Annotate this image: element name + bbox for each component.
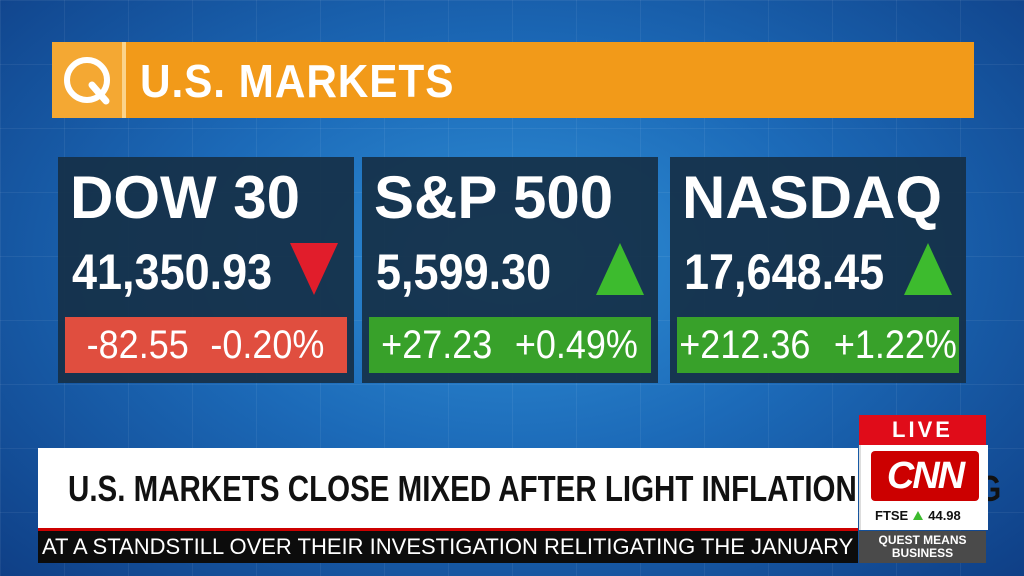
market-value: 5,599.30 — [376, 244, 552, 300]
market-name: NASDAQ — [682, 164, 943, 231]
index-change: 44.98 — [928, 507, 961, 523]
arrow-up-icon — [913, 510, 924, 520]
show-name-line2: BUSINESS — [891, 546, 954, 560]
market-change: +212.36 — [679, 322, 811, 367]
market-card-dow: DOW 30 41,350.93 -82.55 -0.20% — [58, 157, 354, 383]
market-percent: -0.20% — [210, 322, 325, 367]
header-bar — [52, 42, 974, 118]
market-value: 17,648.45 — [684, 244, 885, 300]
show-name-box: QUEST MEANS BUSINESS — [859, 531, 986, 563]
market-change-box: -82.55 -0.20% — [65, 317, 347, 373]
index-ticker: FTSE 44.98 — [875, 505, 961, 525]
arrow-up-icon — [596, 243, 644, 295]
market-change-box: +27.23 +0.49% — [369, 317, 651, 373]
market-percent: +1.22% — [834, 322, 958, 367]
arrow-down-icon — [290, 243, 338, 295]
market-value: 41,350.93 — [72, 244, 273, 300]
market-change: -82.55 — [86, 322, 189, 367]
market-card-nasdaq: NASDAQ 17,648.45 +212.36 +1.22% — [670, 157, 966, 383]
market-change: +27.23 — [381, 322, 493, 367]
market-name: DOW 30 — [70, 164, 301, 231]
headline-bar: U.S. MARKETS CLOSE MIXED AFTER LIGHT INF… — [38, 448, 1001, 531]
headline-text: U.S. MARKETS CLOSE MIXED AFTER LIGHT INF… — [68, 468, 1002, 509]
news-ticker: AT A STANDSTILL OVER THEIR INVESTIGATION… — [38, 531, 858, 563]
live-badge: LIVE — [859, 415, 986, 445]
q-logo — [52, 42, 126, 118]
show-name-line1: QUEST MEANS — [878, 533, 967, 547]
q-logo-icon — [64, 57, 110, 105]
market-name: S&P 500 — [374, 164, 614, 231]
header-title: U.S. MARKETS — [140, 55, 455, 107]
arrow-up-icon — [904, 243, 952, 295]
cnn-logo: CNN — [871, 451, 979, 501]
market-percent: +0.49% — [515, 322, 639, 367]
network-brand-box: CNN FTSE 44.98 — [859, 445, 988, 530]
market-card-sp500: S&P 500 5,599.30 +27.23 +0.49% — [362, 157, 658, 383]
index-name: FTSE — [875, 507, 909, 523]
market-change-box: +212.36 +1.22% — [677, 317, 959, 373]
ticker-text: AT A STANDSTILL OVER THEIR INVESTIGATION… — [42, 534, 858, 559]
